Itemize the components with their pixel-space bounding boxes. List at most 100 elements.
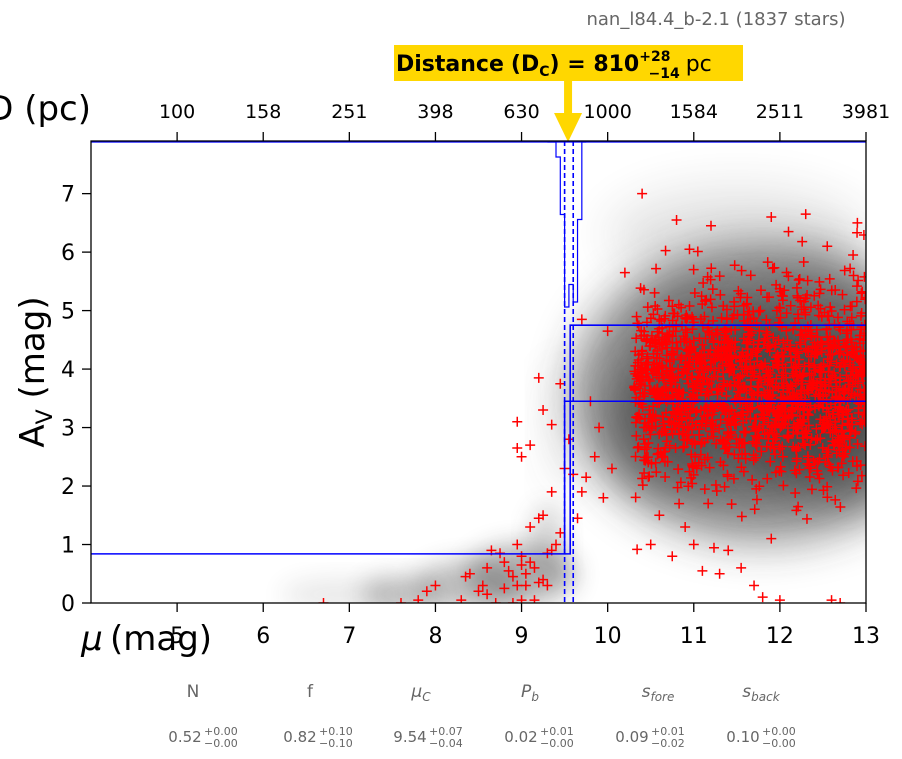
star-marker — [764, 346, 775, 357]
star-marker — [825, 302, 836, 313]
star-marker — [650, 338, 661, 349]
star-marker — [805, 462, 816, 473]
star-marker — [421, 586, 432, 597]
star-marker — [726, 350, 737, 361]
star-marker — [516, 559, 527, 570]
star-marker — [805, 439, 816, 450]
y-axis-label: AV (mag) — [13, 296, 58, 447]
star-marker — [706, 263, 717, 274]
star-marker — [629, 366, 640, 377]
star-marker — [676, 415, 687, 426]
star-marker — [648, 410, 659, 421]
star-marker — [490, 598, 501, 603]
star-marker — [798, 368, 809, 379]
star-marker — [823, 366, 834, 377]
extinction-model — [91, 141, 866, 603]
star-marker — [749, 504, 760, 515]
star-marker — [739, 364, 750, 375]
star-marker — [793, 359, 804, 370]
density-blob — [606, 184, 866, 285]
star-marker — [796, 375, 807, 386]
star-marker — [619, 267, 630, 278]
star-marker — [653, 372, 664, 383]
star-marker — [853, 378, 864, 389]
star-marker — [781, 372, 792, 383]
star-marker — [743, 328, 754, 339]
star-marker — [632, 318, 643, 329]
star-marker — [671, 214, 682, 225]
star-marker — [851, 483, 862, 494]
star-marker — [660, 310, 671, 321]
star-marker — [631, 430, 642, 441]
star-marker — [702, 410, 713, 421]
star-marker — [576, 314, 587, 325]
star-marker — [697, 339, 708, 350]
star-marker — [818, 485, 829, 496]
star-marker — [791, 346, 802, 357]
y-axis-ticks: 0 1 2 3 4 5 6 7 — [61, 183, 91, 617]
star-marker — [835, 598, 846, 603]
star-marker — [858, 356, 866, 367]
star-marker — [762, 473, 773, 484]
star-marker — [806, 330, 817, 341]
star-marker — [824, 273, 835, 284]
star-marker — [740, 448, 751, 459]
star-marker — [670, 386, 681, 397]
star-marker — [736, 562, 747, 573]
star-marker — [812, 331, 823, 342]
star-marker — [685, 351, 696, 362]
star-marker — [766, 212, 777, 223]
star-marker — [690, 420, 701, 431]
star-marker — [817, 442, 828, 453]
star-marker — [664, 331, 675, 342]
star-marker — [857, 364, 866, 375]
star-marker — [722, 341, 733, 352]
star-marker — [719, 481, 730, 492]
x-tick-label: 5 — [170, 624, 184, 649]
star-marker — [830, 285, 841, 296]
star-marker — [802, 290, 813, 301]
star-marker — [771, 352, 782, 363]
star-marker — [675, 354, 686, 365]
y-axis-label-main: A — [13, 424, 53, 447]
star-marker — [681, 310, 692, 321]
star-marker — [456, 595, 467, 603]
star-marker — [731, 419, 742, 430]
star-marker — [806, 484, 817, 495]
star-marker — [852, 439, 863, 450]
star-marker — [755, 305, 766, 316]
star-marker — [652, 345, 663, 356]
star-marker — [801, 425, 812, 436]
star-marker — [778, 480, 789, 491]
star-marker — [642, 351, 653, 362]
star-marker — [700, 296, 711, 307]
star-marker — [799, 414, 810, 425]
star-marker — [525, 521, 536, 532]
star-marker — [723, 545, 734, 556]
star-marker — [701, 387, 712, 398]
star-marker — [841, 406, 852, 417]
star-marker — [672, 343, 683, 354]
star-marker — [645, 429, 656, 440]
star-marker — [801, 513, 812, 524]
star-marker — [708, 542, 719, 553]
star-marker — [683, 357, 694, 368]
star-marker — [752, 432, 763, 443]
star-marker — [632, 544, 643, 555]
star-marker — [815, 284, 826, 295]
parameter-value-main: 0.52 — [168, 728, 201, 746]
star-marker — [763, 433, 774, 444]
parameter-name: sfore — [642, 682, 675, 704]
star-marker — [825, 349, 836, 360]
star-marker — [859, 271, 866, 282]
star-marker — [630, 383, 641, 394]
star-marker — [688, 264, 699, 275]
star-marker — [843, 409, 854, 420]
star-marker — [777, 451, 788, 462]
star-marker — [802, 275, 813, 286]
model-upper-line — [564, 324, 866, 555]
star-marker — [679, 441, 690, 452]
y-axis-label-unit: (mag) — [13, 296, 53, 398]
star-marker — [516, 595, 527, 603]
star-marker — [714, 568, 725, 579]
